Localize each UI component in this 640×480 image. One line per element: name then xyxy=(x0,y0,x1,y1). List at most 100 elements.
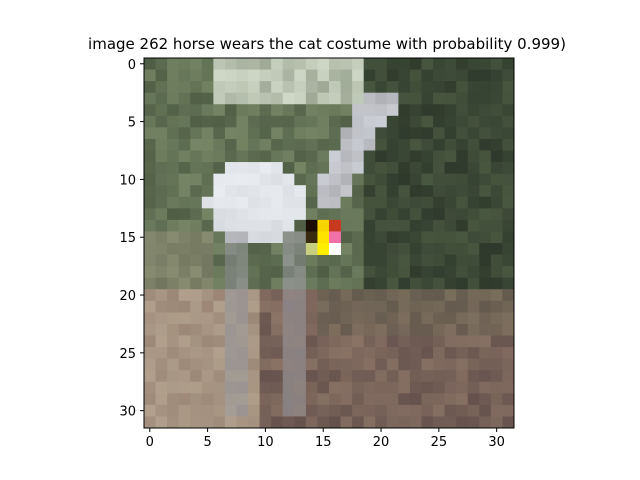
pixel-cell xyxy=(340,81,353,94)
pixel-cell xyxy=(271,196,284,209)
pixel-cell xyxy=(352,416,365,429)
pixel-cell xyxy=(282,150,295,163)
pixel-cell xyxy=(433,243,446,255)
pixel-cell xyxy=(409,381,422,394)
pixel-cell xyxy=(236,196,249,209)
pixel-cell xyxy=(259,393,272,406)
pixel-cell xyxy=(248,393,261,406)
pixel-cell xyxy=(201,277,214,290)
pixel-cell xyxy=(167,127,180,140)
pixel-cell xyxy=(271,289,284,302)
pixel-cell xyxy=(294,81,307,94)
pixel-cell xyxy=(236,138,249,151)
pixel-cell xyxy=(224,266,237,279)
pixel-cell xyxy=(433,219,446,232)
pixel-cell xyxy=(294,104,307,117)
pixel-cell xyxy=(224,115,237,128)
pixel-cell xyxy=(375,243,388,255)
x-tick-label: 25 xyxy=(431,435,448,450)
pixel-cell xyxy=(167,69,180,82)
pixel-cell xyxy=(386,92,399,105)
pixel-cell xyxy=(375,81,388,94)
pixel-cell xyxy=(259,196,272,209)
pixel-cell xyxy=(213,289,226,302)
pixel-cell xyxy=(236,266,249,279)
pixel-cell xyxy=(190,254,203,267)
pixel-cell xyxy=(317,208,330,221)
pixel-cell xyxy=(386,266,399,279)
pixel-cell xyxy=(294,300,307,313)
pixel-cell xyxy=(305,162,318,175)
pixel-cell xyxy=(433,358,446,371)
pixel-cell xyxy=(386,312,399,325)
pixel-cell xyxy=(236,104,249,117)
pixel-cell xyxy=(271,323,284,336)
pixel-cell xyxy=(213,173,226,186)
pixel-cell xyxy=(224,358,237,371)
pixel-cell xyxy=(155,300,168,313)
pixel-cell xyxy=(224,173,237,186)
pixel-cell xyxy=(305,416,318,429)
pixel-cell xyxy=(144,300,156,313)
pixel-cell xyxy=(467,323,480,336)
pixel-cell xyxy=(456,231,469,244)
pixel-cell xyxy=(259,416,272,429)
pixel-cell xyxy=(167,277,180,290)
pixel-cell xyxy=(271,393,284,406)
pixel-cell xyxy=(456,277,469,290)
pixel-cell xyxy=(271,347,284,360)
patch-cell xyxy=(317,243,330,255)
pixel-cell xyxy=(294,404,307,417)
pixel-cell xyxy=(282,381,295,394)
pixel-cell xyxy=(248,104,261,117)
chart-title: image 262 horse wears the cat costume wi… xyxy=(88,35,566,53)
y-axis-ticks: 0 5 10 15 20 25 30 xyxy=(119,58,144,420)
pixel-cell xyxy=(352,69,365,82)
pixel-cell xyxy=(421,289,434,302)
pixel-cell xyxy=(248,335,261,348)
pixel-cell xyxy=(294,92,307,105)
pixel-cell xyxy=(479,231,492,244)
pixel-cell xyxy=(490,393,503,406)
pixel-cell xyxy=(155,231,168,244)
y-tick-label: 10 xyxy=(119,173,136,188)
pixel-cell xyxy=(398,127,411,140)
pixel-cell xyxy=(352,289,365,302)
pixel-cell xyxy=(386,381,399,394)
pixel-cell xyxy=(433,173,446,186)
pixel-cell xyxy=(178,162,191,175)
pixel-cell xyxy=(375,219,388,232)
pixel-cell xyxy=(305,254,318,267)
pixel-cell xyxy=(144,347,156,360)
pixel-cell xyxy=(282,173,295,186)
pixel-cell xyxy=(375,185,388,198)
pixel-cell xyxy=(282,254,295,267)
pixel-cell xyxy=(248,81,261,94)
pixel-cell xyxy=(213,196,226,209)
pixel-cell xyxy=(224,196,237,209)
pixel-cell xyxy=(352,323,365,336)
pixel-cell xyxy=(363,358,376,371)
pixel-cell xyxy=(409,335,422,348)
pixel-cell xyxy=(213,370,226,383)
pixel-cell xyxy=(271,219,284,232)
pixel-cell xyxy=(317,185,330,198)
pixel-cell xyxy=(213,312,226,325)
pixel-cell xyxy=(375,173,388,186)
patch-cell xyxy=(329,231,341,244)
pixel-cell xyxy=(421,104,434,117)
pixel-cell xyxy=(248,300,261,313)
pixel-cell xyxy=(259,173,272,186)
pixel-cell xyxy=(236,115,249,128)
pixel-cell xyxy=(456,138,469,151)
pixel-cell xyxy=(340,323,353,336)
pixel-cell xyxy=(479,196,492,209)
pixel-cell xyxy=(421,81,434,94)
pixel-cell xyxy=(305,185,318,198)
pixel-cell xyxy=(155,138,168,151)
pixel-cell xyxy=(167,92,180,105)
pixel-cell xyxy=(352,162,365,175)
pixel-cell xyxy=(305,127,318,140)
pixel-cell xyxy=(271,254,284,267)
pixel-cell xyxy=(352,104,365,117)
